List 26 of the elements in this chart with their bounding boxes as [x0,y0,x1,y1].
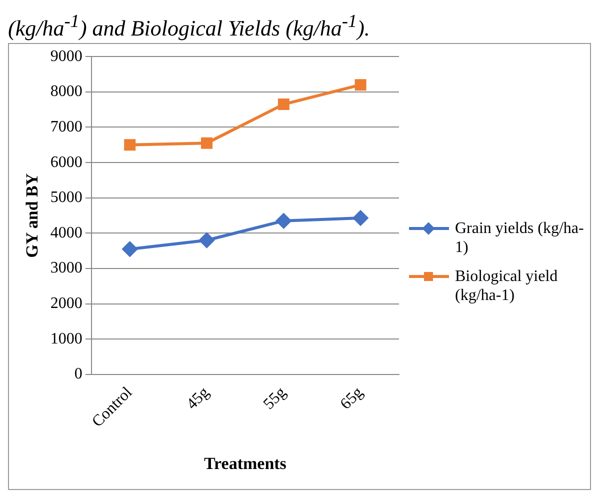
point [353,210,368,226]
y-tick-label: 8000 [50,83,82,100]
point [201,138,212,150]
y-tick-label: 2000 [50,295,82,312]
x-tick-label: 65g [337,384,366,414]
point [276,214,292,229]
y-tick-label: 3000 [50,260,82,278]
point [278,98,290,110]
y-tick-label: 5000 [50,189,82,206]
point [354,79,366,91]
legend-label: Biological yield (kg/ha-1) [455,266,559,305]
y-tick-label: 4000 [50,224,82,242]
y-tick-label: 0 [74,366,82,383]
x-tick-label: 55g [260,384,290,414]
point [199,233,214,248]
point [122,242,138,257]
y-tick-label: 7000 [50,118,82,136]
x-tick-label: 45g [184,384,213,414]
y-tick-label: 1000 [50,330,82,348]
legend-label: Grain yields (kg/ha-1) [455,218,584,257]
chart-title: (kg/ha$^{-1}$) and Biological Yields (kg/ha$^{-1}$). [8,10,371,42]
point [124,139,136,151]
y-axis-title: GY and BY [22,174,42,258]
x-axis-title: Treatments [204,454,287,474]
y-tick-label: 9000 [50,48,82,66]
y-tick-label: 6000 [50,154,82,172]
